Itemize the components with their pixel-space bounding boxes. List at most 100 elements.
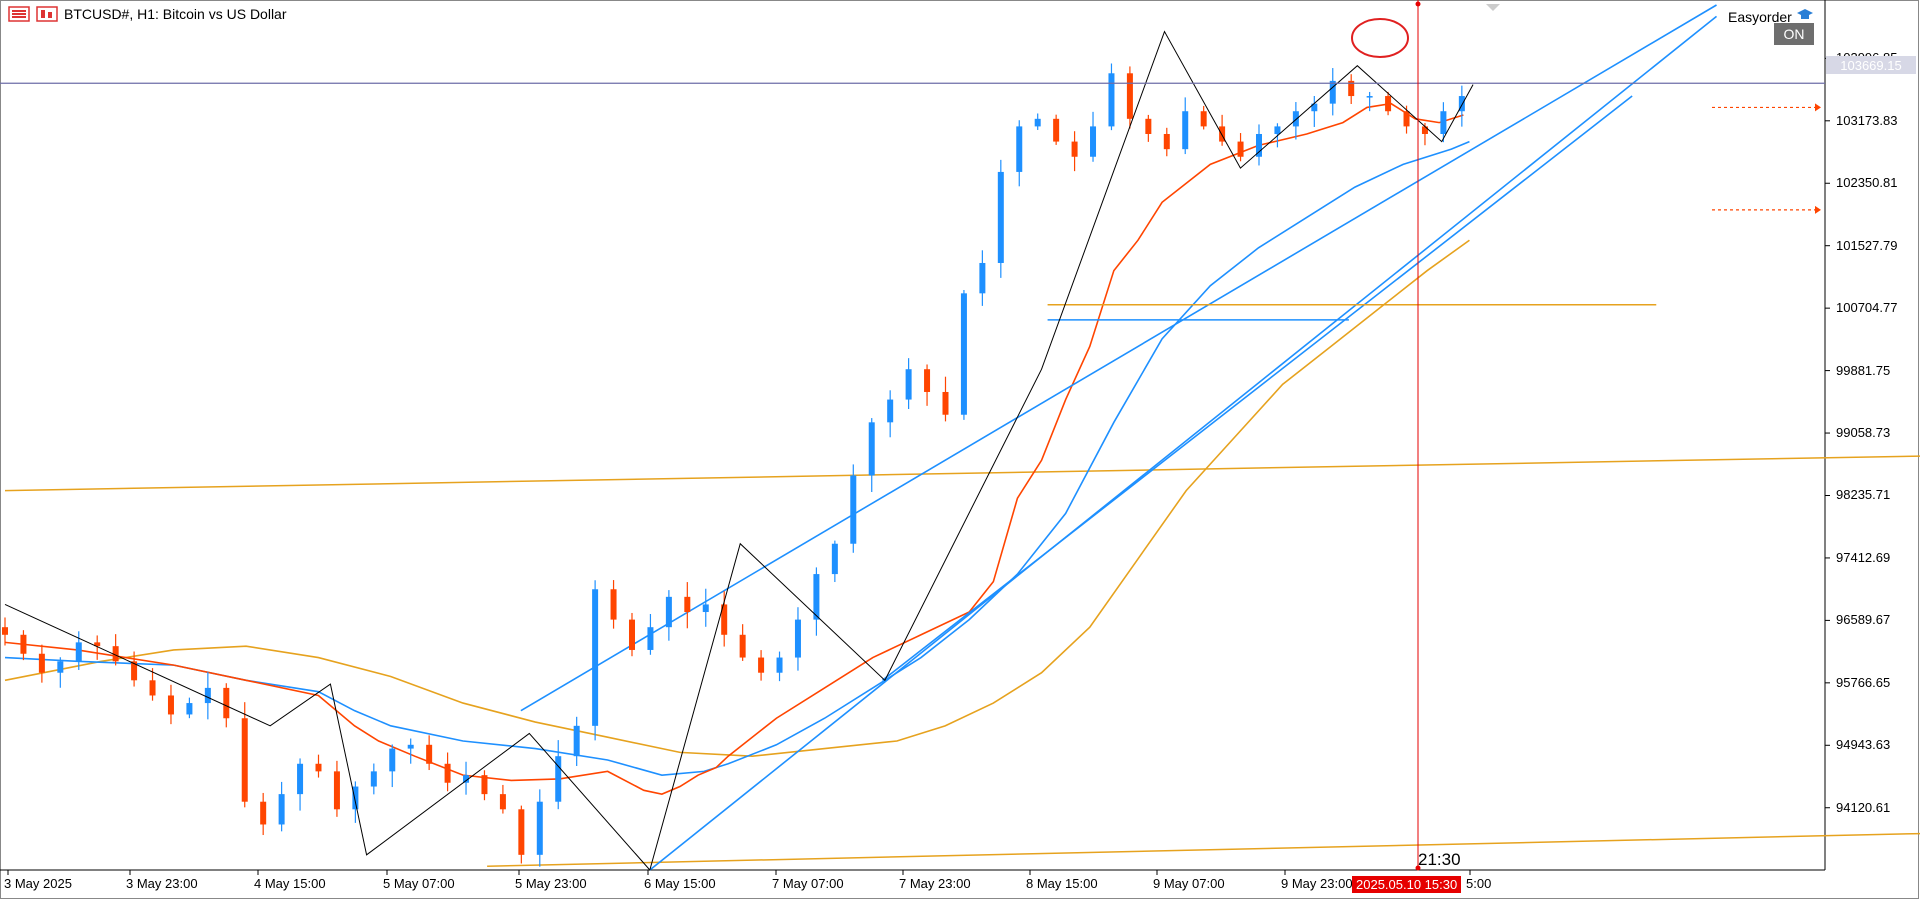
bear-candle [942,391,949,415]
easyorder-panel[interactable]: Easyorder [1728,8,1814,25]
x-tick-label: 7 May 23:00 [899,876,971,891]
bear-candle [1200,111,1207,127]
order-level-arrow [1815,103,1821,112]
bear-candle [131,661,138,681]
bear-candle [481,775,488,795]
bull-candle [1255,133,1262,157]
highlight-ellipse [1351,18,1409,58]
bear-candle [1053,118,1060,142]
bull-candle [1182,111,1189,150]
x-tick-label: 5 May 07:00 [383,876,455,891]
bull-candle [555,756,562,802]
bull-candle [1329,80,1336,104]
y-tick-label: 94120.61 [1836,799,1891,815]
bear-candle [112,646,119,662]
bull-candle [979,262,986,294]
trendline-orange-bottom [487,832,1920,867]
easyorder-toggle[interactable]: ON [1774,23,1814,45]
x-tick-label: 9 May 07:00 [1153,876,1225,891]
bear-candle [1421,126,1428,134]
bull-candle [204,687,211,704]
symbol-icon[interactable] [36,6,58,22]
bull-candle [1016,126,1023,172]
x-tick-label: 3 May 2025 [4,876,72,891]
trendline-orange-top [4,455,1920,492]
bear-candle [499,794,506,810]
y-tick-label: 103173.83 [1836,112,1898,128]
bull-candle [1292,111,1299,127]
bull-candle [960,293,967,415]
bull-candle [665,596,672,628]
channel-lower-line [881,95,1633,681]
bull-candle [794,619,801,658]
bull-candle [278,794,285,825]
zigzag-line [4,30,1474,872]
bull-candle [887,399,894,423]
x-tick-label: 3 May 23:00 [126,876,198,891]
y-tick-label: 102350.81 [1836,175,1898,191]
y-tick-label: 97412.69 [1836,549,1891,565]
chart-shift-marker [1486,4,1500,11]
bear-candle [94,642,101,647]
current-price-label: 103669.15 [1826,56,1916,74]
bull-candle [905,369,912,400]
crosshair-minute-label: 21:30 [1418,850,1461,869]
chart-header: BTCUSD#, H1: Bitcoin vs US Dollar [8,6,287,22]
bear-candle [2,627,8,635]
bull-candle [57,661,64,673]
x-tick-label: 4 May 15:00 [254,876,326,891]
ema-mid-line [4,140,1470,776]
chart-menu-icon[interactable] [8,6,30,22]
bear-candle [1145,118,1152,134]
bull-candle [1090,126,1097,157]
bear-candle [223,687,230,719]
bear-candle [426,744,433,764]
y-tick-label: 99058.73 [1836,425,1891,441]
bear-candle [1163,133,1170,150]
bear-candle [628,619,635,650]
bear-candle [1071,141,1078,157]
bull-candle [592,589,599,726]
bull-candle [702,604,709,613]
x-tick-label: 7 May 07:00 [772,876,844,891]
bull-candle [370,771,377,787]
bull-candle [1108,73,1115,127]
hat-icon [1796,8,1814,25]
bear-candle [333,771,340,810]
bull-candle [389,748,396,772]
bull-candle [1440,111,1447,134]
bear-candle [1403,111,1410,127]
bull-candle [407,744,414,749]
y-tick-label: 101527.79 [1836,237,1898,253]
y-tick-label: 94943.63 [1836,737,1891,753]
bear-candle [684,596,691,613]
crosshair-time-label: 2025.05.10 15:30 [1352,876,1462,893]
bull-candle [75,642,82,662]
x-tick-label: 9 May 23:00 [1281,876,1353,891]
bear-candle [1348,80,1355,97]
y-tick-label: 96589.67 [1836,612,1891,628]
bull-candle [297,763,304,795]
bear-candle [739,634,746,658]
y-tick-label: 98235.71 [1836,487,1891,503]
bear-candle [167,695,174,715]
bull-candle [850,475,857,544]
crosshair-dot [1415,1,1421,7]
y-tick-label: 99881.75 [1836,362,1891,378]
bear-candle [149,680,156,696]
bull-candle [1458,96,1465,112]
order-level-arrow [1815,205,1821,214]
bull-candle [463,775,470,783]
bear-candle [20,634,27,654]
bear-candle [260,801,267,825]
bear-candle [315,763,322,772]
easyorder-label: Easyorder [1728,8,1792,25]
y-tick-label: 95766.65 [1836,674,1891,690]
channel-mid-line [649,15,1718,871]
channel-upper-line [520,4,1717,712]
bear-candle [721,604,728,635]
bull-candle [186,703,193,715]
x-tick-label: 5 May 23:00 [515,876,587,891]
